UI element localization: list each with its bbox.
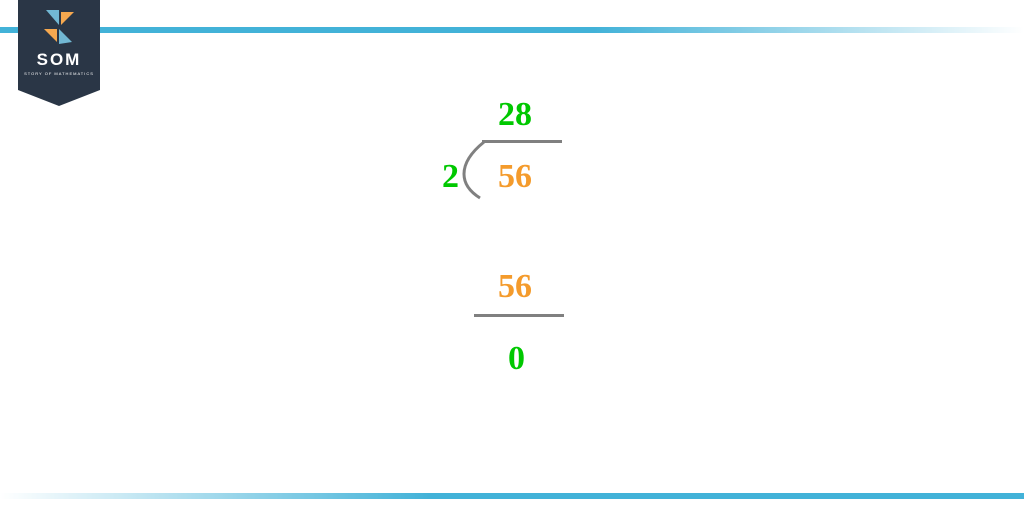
division-bracket xyxy=(460,140,490,202)
quotient: 28 xyxy=(498,96,532,134)
logo-text: SOM xyxy=(18,50,100,70)
subtract-line xyxy=(474,314,564,317)
logo-badge: SOM STORY OF MATHEMATICS xyxy=(18,0,100,106)
dividend: 56 xyxy=(498,158,532,196)
remainder: 0 xyxy=(508,340,525,378)
logo-subtext: STORY OF MATHEMATICS xyxy=(18,71,100,76)
bottom-border xyxy=(0,486,1024,492)
logo-icon xyxy=(42,10,76,44)
divisor: 2 xyxy=(442,158,459,196)
subtract-value: 56 xyxy=(498,268,532,306)
top-border xyxy=(0,20,1024,26)
long-division-diagram: 28 2 56 56 0 xyxy=(412,96,612,416)
vinculum-line xyxy=(482,140,562,143)
